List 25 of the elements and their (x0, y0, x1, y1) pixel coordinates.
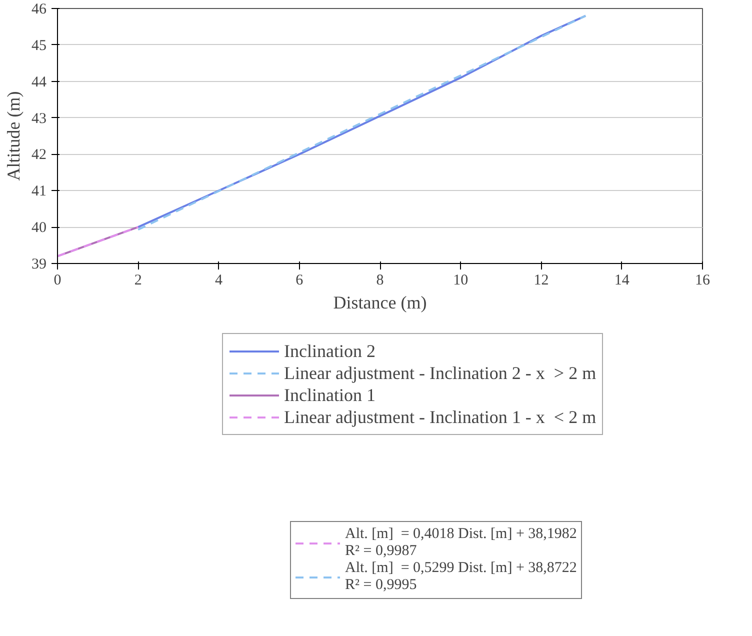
y-tick-label: 40 (32, 220, 46, 236)
text: Alt. [m] = 0,5299 Dist. [m] + 38,8722 R² = 0,9995 (345, 560, 577, 594)
x-tick-label: 14 (614, 272, 630, 288)
x-tick-label: 8 (376, 272, 384, 288)
y-tick-label: 42 (32, 147, 46, 164)
y-tick-label: 39 (32, 256, 46, 272)
y-tick-label: 44 (32, 74, 47, 90)
x-tick-label: 16 (695, 272, 710, 288)
y-tick-label: 45 (32, 38, 46, 54)
legend-label: Linear adjustment - Inclination 1 - x < 2 m (284, 406, 596, 428)
x-tick-label: 4 (215, 272, 223, 288)
y-tick-label: 41 (32, 184, 46, 200)
x-tick-label: 0 (54, 272, 62, 288)
text: Alt. [m] = 0,4018 Dist. [m] + 38,1982 R² = 0,9987 (345, 526, 577, 560)
legend-label: Inclination 1 (284, 384, 376, 406)
y-axis-title: Altitude (m) (4, 91, 24, 181)
x-tick-label: 12 (534, 272, 549, 288)
legend-label: Inclination 2 (284, 340, 376, 362)
legend-label: Linear adjustment - Inclination 2 - x > 2 m (284, 362, 596, 384)
x-axis-title: Distance (m) (333, 292, 427, 312)
y-tick-label: 43 (32, 110, 46, 127)
y-tick-label: 46 (32, 2, 47, 18)
x-tick-label: 10 (453, 272, 468, 288)
x-tick-label: 6 (296, 272, 304, 288)
x-tick-label: 2 (134, 272, 142, 288)
